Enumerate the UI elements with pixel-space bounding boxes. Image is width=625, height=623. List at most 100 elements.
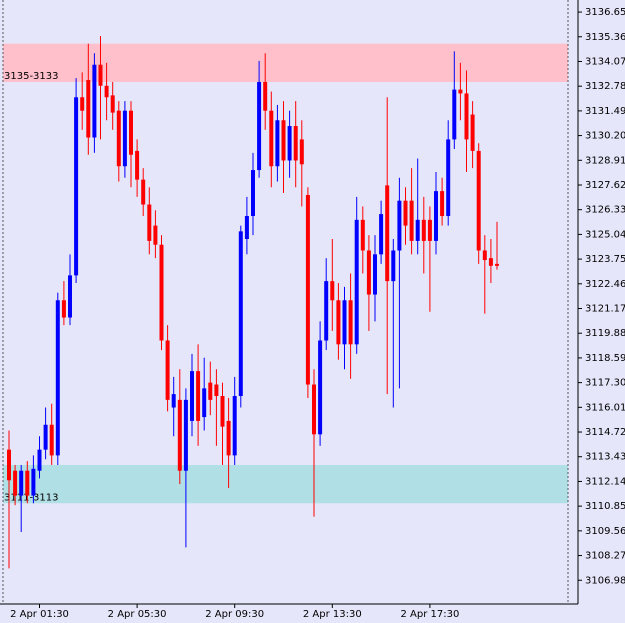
zone [3, 464, 568, 504]
x-tick-label: 2 Apr 13:30 [303, 609, 362, 620]
candle-body [238, 231, 243, 397]
candle-body [305, 194, 310, 385]
candle-body [464, 93, 469, 140]
candle-body [74, 97, 79, 276]
y-tick-label: 3119.88 [585, 328, 625, 339]
y-tick-label: 3123.75 [585, 254, 625, 265]
candle-body [403, 200, 408, 226]
zone-label: 3111-3113 [4, 492, 59, 503]
candle-body [153, 225, 158, 245]
y-tick-label: 3106.98 [585, 575, 625, 586]
candle-body [476, 150, 481, 251]
y-tick-label: 3135.36 [585, 32, 625, 43]
y-tick-label: 3112.14 [585, 476, 625, 487]
candle-body [68, 275, 72, 318]
candle-body [470, 114, 475, 151]
x-tick-label: 2 Apr 01:30 [10, 609, 69, 620]
candle-body [141, 179, 146, 205]
candle-body [171, 394, 176, 408]
y-tick-label: 3128.91 [585, 155, 625, 166]
candle-body [129, 110, 133, 155]
candle-body [373, 254, 377, 295]
candle-body [7, 449, 11, 481]
y-tick-label: 3116.01 [585, 402, 625, 413]
candle-body [49, 424, 54, 456]
x-tick-label: 2 Apr 09:30 [205, 609, 264, 620]
candle-body [440, 191, 445, 217]
candle-body [232, 396, 237, 456]
candle-body [61, 300, 66, 318]
candle-body [25, 470, 30, 496]
candle-body [110, 95, 115, 113]
candle-body [147, 204, 152, 241]
y-tick-label: 3110.85 [585, 501, 625, 512]
y-tick-label: 3126.33 [585, 205, 625, 216]
x-tick-label: 2 Apr 17:30 [400, 609, 459, 620]
candle-body [391, 250, 396, 282]
candle-body [159, 244, 164, 341]
candle-body [318, 340, 323, 435]
candle-body [269, 110, 274, 167]
candle-body [434, 191, 438, 241]
candle-body [452, 89, 457, 140]
zones: 3135-3133 3111-3113 [3, 43, 568, 504]
candle-body [190, 371, 194, 421]
y-tick-label: 3113.43 [585, 452, 625, 463]
candle-body [135, 150, 140, 180]
candle-body [488, 258, 493, 266]
candle-body [263, 81, 268, 111]
candle-body [37, 449, 42, 471]
candle-body [379, 214, 384, 255]
candle-body [427, 219, 432, 241]
y-tick-label: 3131.49 [585, 106, 625, 117]
candle-body [281, 120, 286, 161]
y-tick-label: 3114.72 [585, 427, 625, 438]
candle-body [421, 219, 426, 241]
candle-body [251, 170, 255, 217]
candle-body [482, 250, 487, 261]
candle-body [324, 281, 329, 341]
candle-body [342, 300, 347, 345]
candle-body [409, 200, 414, 241]
y-tick-label: 3109.56 [585, 526, 625, 537]
candle-body [43, 424, 48, 450]
candle-body [86, 80, 91, 138]
candle-body [244, 216, 249, 239]
candle-body [55, 300, 60, 456]
candle-body [80, 97, 85, 111]
candle-body [214, 384, 219, 397]
candle-body [275, 120, 280, 167]
candle-body [104, 85, 109, 98]
candle-body [92, 64, 97, 138]
y-tick-label: 3122.46 [585, 279, 625, 290]
candle-body [202, 388, 207, 418]
candle-body [360, 219, 365, 251]
candle-body [165, 340, 170, 400]
y-tick-label: 3117.30 [585, 378, 625, 389]
y-tick-label: 3118.59 [585, 353, 625, 364]
candle-body [196, 371, 201, 421]
candle-body [13, 470, 18, 496]
candle-body [366, 250, 371, 295]
candle-body [330, 281, 335, 301]
candle-body [458, 89, 463, 94]
candle-body [385, 185, 390, 282]
candle-body [208, 382, 213, 400]
y-tick-label: 3134.07 [585, 56, 625, 67]
candle-body [293, 126, 298, 161]
candle-body [226, 420, 231, 456]
candle-body [415, 219, 420, 241]
candle-body [312, 384, 316, 435]
x-tick-label: 2 Apr 05:30 [108, 609, 167, 620]
candle-body [348, 300, 353, 345]
y-tick-label: 3127.62 [585, 180, 625, 191]
candle-body [122, 110, 127, 167]
y-tick-label: 3125.04 [585, 229, 625, 240]
candle-body [446, 139, 451, 217]
candle-body [354, 219, 359, 345]
candle-body [336, 300, 341, 345]
candle-body [397, 200, 402, 251]
